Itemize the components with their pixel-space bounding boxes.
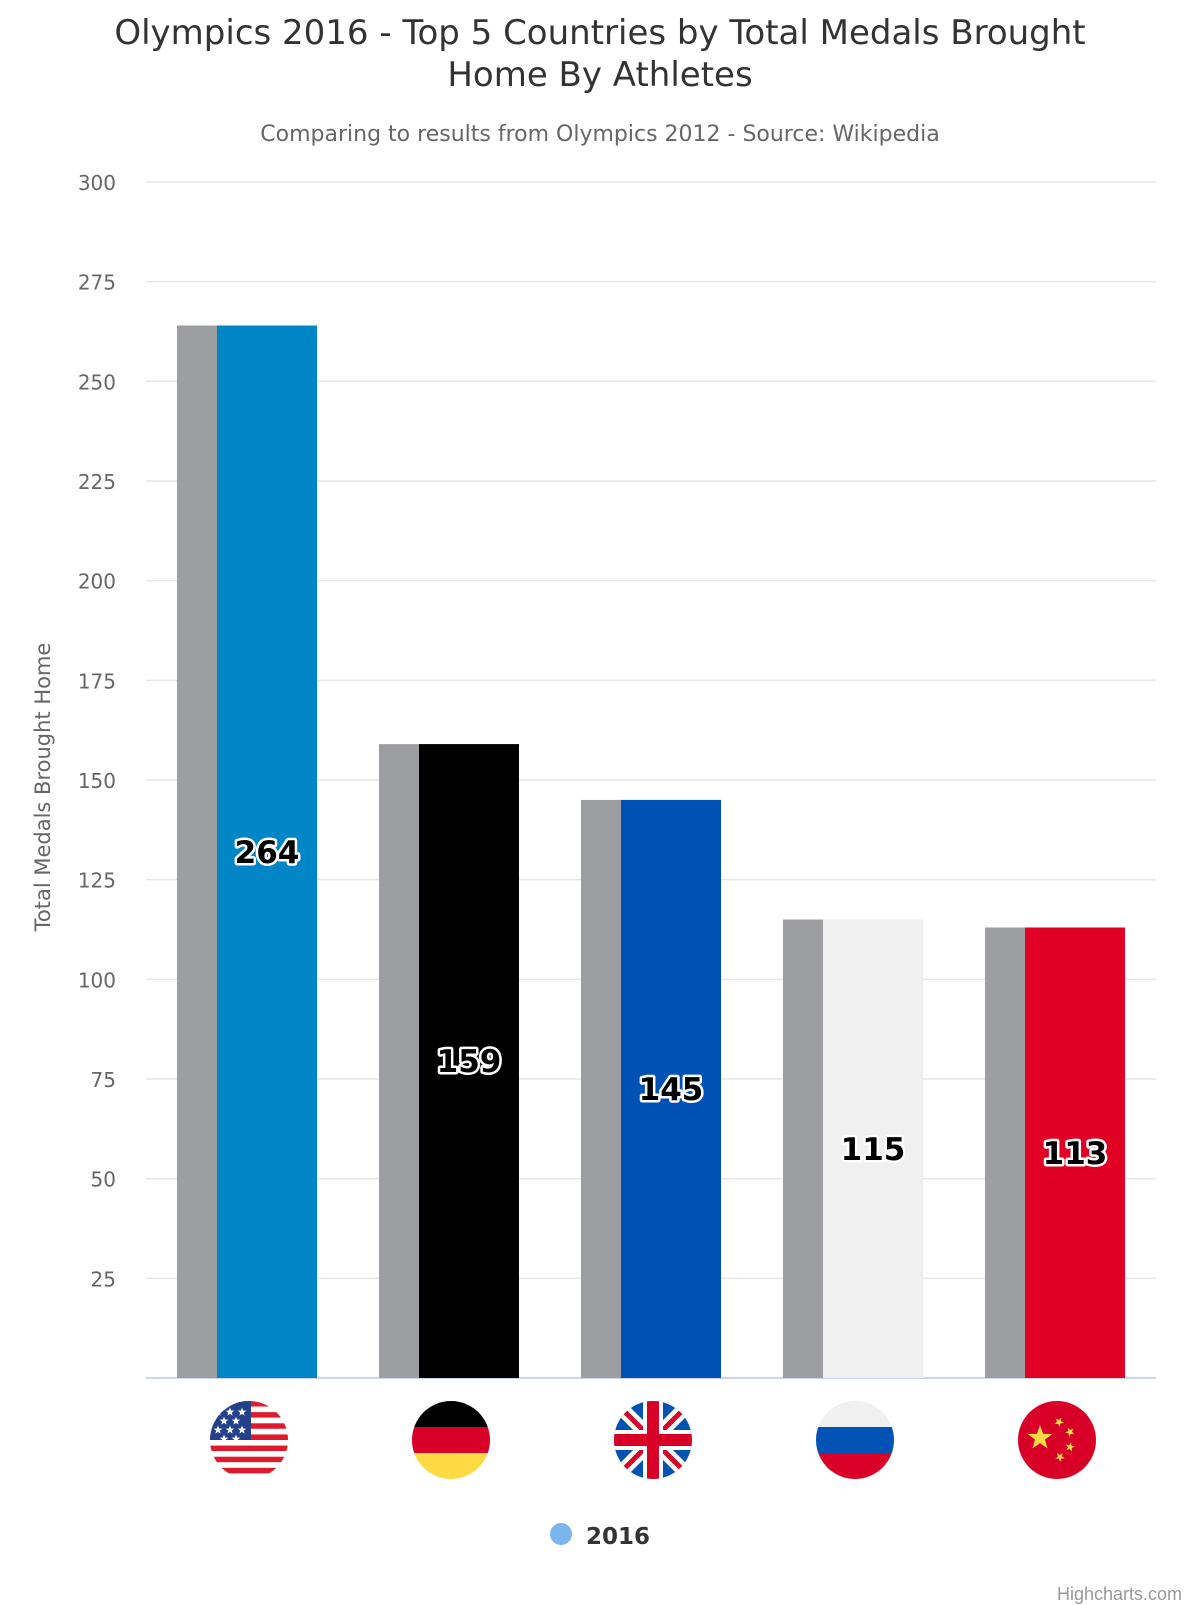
russia-flag-icon: [816, 1401, 894, 1479]
y-tick-label: 225: [78, 470, 116, 494]
uk-flag-icon: [614, 1401, 692, 1479]
data-label-2016-0: 264: [235, 835, 300, 871]
usa-flag-icon: [210, 1401, 288, 1479]
y-tick-label: 150: [78, 769, 116, 793]
legend-item-2016[interactable]: 2016: [585, 1524, 650, 1550]
bar-2016-2[interactable]: [621, 799, 721, 1378]
y-tick-label: 300: [78, 171, 116, 195]
data-label-2016-4: 113: [1043, 1136, 1108, 1172]
bar-2016-4[interactable]: [1025, 927, 1125, 1378]
data-label-2016-1: 159: [437, 1044, 502, 1080]
data-label-2016-2: 145: [639, 1072, 704, 1108]
bar-2016-1[interactable]: [419, 744, 519, 1378]
legend-marker: [549, 1522, 572, 1545]
y-tick-label: 50: [91, 1168, 116, 1192]
y-tick-label: 75: [91, 1068, 116, 1092]
y-tick-label: 175: [78, 669, 116, 693]
y-tick-label: 200: [78, 570, 116, 594]
china-flag-icon: [1018, 1401, 1096, 1479]
credits-link[interactable]: Highcharts.com: [1056, 1584, 1182, 1604]
germany-flag-icon: [412, 1401, 490, 1479]
bar-2016-0[interactable]: [217, 325, 317, 1378]
y-tick-label: 125: [78, 869, 116, 893]
data-label-2016-3: 115: [841, 1132, 906, 1168]
bar-2016-3[interactable]: [823, 919, 923, 1378]
y-axis-title: Total Medals Brought Home: [31, 643, 55, 933]
chart-title: Olympics 2016 - Top 5 Countries by Total…: [114, 13, 1086, 95]
legend[interactable]: 2016: [0, 1522, 1200, 1550]
chart-subtitle: Comparing to results from Olympics 2012 …: [260, 122, 940, 147]
y-tick-label: 250: [78, 370, 116, 394]
y-tick-label: 100: [78, 968, 116, 992]
y-tick-label: 25: [91, 1267, 116, 1291]
y-tick-label: 275: [78, 271, 116, 295]
